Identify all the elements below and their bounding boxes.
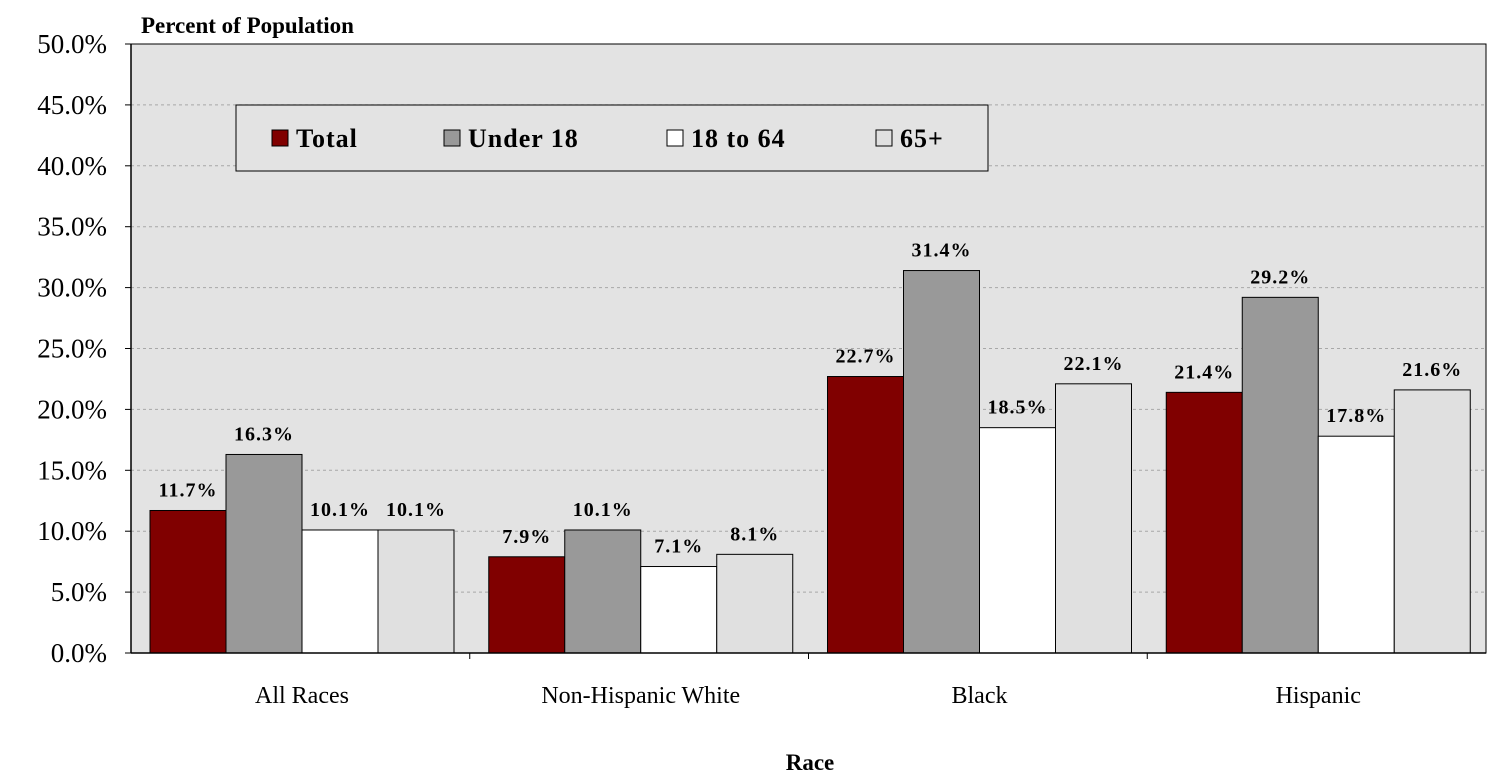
x-tick-label: All Races <box>255 683 349 709</box>
bars <box>149 270 1471 654</box>
y-axis-title: Percent of Population <box>141 13 354 38</box>
y-tick-label: 20.0% <box>37 394 107 424</box>
y-tick-label: 50.0% <box>37 29 107 59</box>
legend-label: 18 to 64 <box>691 124 786 153</box>
bar <box>564 529 642 654</box>
y-tick-label: 0.0% <box>51 638 107 668</box>
y-tick-label: 10.0% <box>37 516 107 546</box>
data-label: 22.7% <box>836 346 896 368</box>
data-label: 16.3% <box>234 423 294 445</box>
bar <box>827 376 904 654</box>
bar <box>903 270 980 654</box>
bar <box>1241 296 1319 654</box>
legend-swatch <box>666 129 684 147</box>
bar <box>149 509 227 654</box>
y-tick-label: 15.0% <box>37 455 107 485</box>
data-label: 18.5% <box>988 397 1048 419</box>
y-tick-label: 40.0% <box>37 151 107 181</box>
data-label: 8.1% <box>730 523 779 545</box>
data-label: 10.1% <box>386 499 446 521</box>
bar <box>301 529 379 654</box>
data-label: 31.4% <box>912 240 972 262</box>
legend-swatch <box>443 129 461 147</box>
data-label: 7.9% <box>502 526 551 548</box>
legend-box <box>235 104 989 172</box>
bar <box>979 427 1056 654</box>
y-tick-label: 5.0% <box>51 577 107 607</box>
data-label: 10.1% <box>573 499 633 521</box>
bar <box>716 553 794 654</box>
bar <box>225 453 303 654</box>
legend-swatch <box>271 129 289 147</box>
legend-label: Under 18 <box>468 124 579 153</box>
data-label: 10.1% <box>310 499 370 521</box>
data-label: 7.1% <box>654 536 703 558</box>
bar <box>377 529 455 654</box>
data-label: 17.8% <box>1326 405 1386 427</box>
data-label: 21.4% <box>1174 361 1234 383</box>
bar <box>1165 391 1243 654</box>
y-tick-label: 25.0% <box>37 334 107 364</box>
legend: Total Under 18 18 to 64 65+ <box>235 104 989 172</box>
x-axis-title: Race <box>786 750 835 774</box>
x-tick-label: Non-Hispanic White <box>541 683 740 709</box>
y-tick-label: 45.0% <box>37 90 107 120</box>
bar <box>488 556 566 654</box>
data-label: 29.2% <box>1250 266 1310 288</box>
x-tick-label: Hispanic <box>1276 683 1361 709</box>
legend-label: 65+ <box>900 124 944 153</box>
legend-swatch <box>875 129 893 147</box>
y-tick-label: 35.0% <box>37 212 107 242</box>
data-label: 21.6% <box>1402 359 1462 381</box>
legend-label: Total <box>296 124 358 153</box>
data-label: 22.1% <box>1064 353 1124 375</box>
data-label: 11.7% <box>159 479 218 501</box>
x-tick-label: Black <box>952 683 1008 709</box>
bar <box>640 566 718 654</box>
bar <box>1393 389 1471 654</box>
bar <box>1055 383 1132 654</box>
axes: 0.0% 5.0% 10.0% 15.0% 20.0% 25.0% 30.0% 35.0% 40… <box>37 29 1486 709</box>
bar <box>1317 435 1395 654</box>
y-tick-label: 30.0% <box>37 273 107 303</box>
data-labels: 11.7% 16.3% 10.1% 10.1% 7.9% 10.1% 7.1% 8.1% 22.… <box>159 240 1462 558</box>
